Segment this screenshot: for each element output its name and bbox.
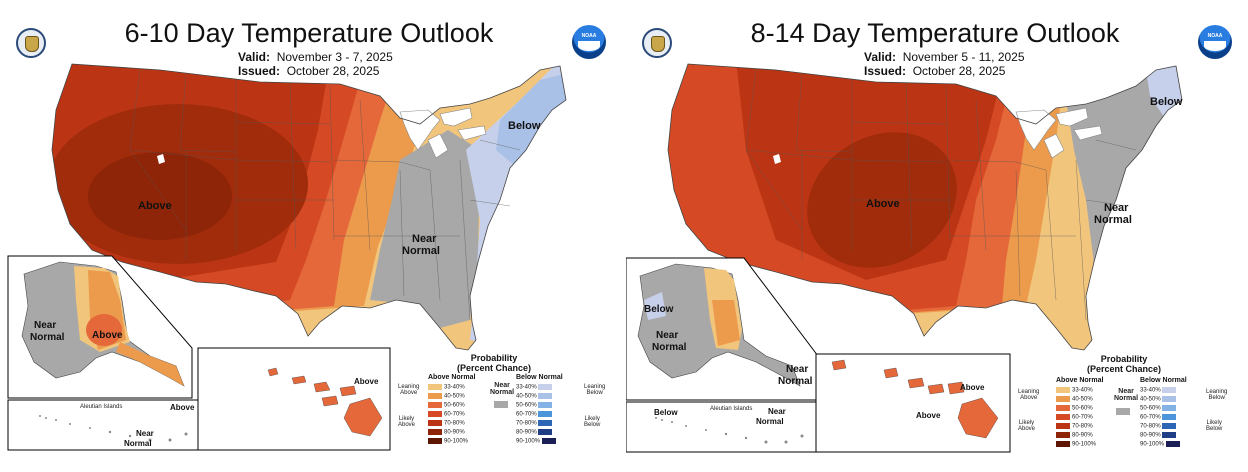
legend-below-scale: 33-40% 40-50% 50-60% 60-70% 70-80% 80-90… xyxy=(516,384,558,447)
legend-above-header: Above Normal xyxy=(1056,377,1104,384)
page-title: 6-10 Day Temperature Outlook xyxy=(124,18,494,48)
aleutian-below-label: Below xyxy=(654,408,678,417)
outlook-panel-8-14: NOAA 8-14 Day Temperature Outlook Valid:… xyxy=(626,0,1244,472)
hawaii-above-label: Above xyxy=(354,377,379,386)
legend-likely-below: Likely Below xyxy=(584,416,601,428)
alaska-near-label-b1: Near xyxy=(786,364,809,375)
valid-dates: Valid: November 3 - 7, 2025 xyxy=(238,50,393,64)
legend-likely-below: Likely Below xyxy=(1206,420,1223,432)
conus-above-label: Above xyxy=(866,198,900,210)
aleutian-near-label-2: Normal xyxy=(124,439,152,448)
noaa-logo-icon: NOAA xyxy=(572,25,606,59)
page-title: 8-14 Day Temperature Outlook xyxy=(750,18,1120,48)
alaska-below-label: Below xyxy=(644,304,674,315)
legend-above-scale: 33-40% 40-50% 50-60% 60-70% 70-80% 80-90… xyxy=(1056,387,1096,450)
hawaii-above-label-1: Above xyxy=(960,383,985,392)
legend-leaning-below: Leaning Below xyxy=(1206,389,1228,401)
conus-map xyxy=(7,63,567,451)
noaa-logo-icon: NOAA xyxy=(1198,25,1232,59)
legend-below-header: Below Normal xyxy=(516,374,563,381)
legend-leaning-below: Leaning Below xyxy=(584,384,606,396)
legend-near-normal-swatch xyxy=(494,401,508,408)
outlook-panel-6-10: NOAA 6-10 Day Temperature Outlook Valid:… xyxy=(0,0,618,472)
issued-date: Issued: October 28, 2025 xyxy=(864,64,1006,78)
conus-near-label-2: Normal xyxy=(1094,214,1132,226)
legend-leaning-above: Leaning Above xyxy=(398,384,420,396)
conus-map xyxy=(626,63,1183,453)
hawaii-above-label-2: Above xyxy=(916,411,941,420)
alaska-near-label-2: Normal xyxy=(652,342,687,353)
doc-seal-icon xyxy=(16,28,46,58)
aleutian-title: Aleutian Islands xyxy=(710,406,753,412)
conus-near-label-1: Near xyxy=(412,233,437,245)
legend-near-normal-swatch xyxy=(1116,408,1130,415)
legend-likely-above: Likely Above xyxy=(398,416,416,428)
legend-title: Probability (Percent Chance) xyxy=(1086,354,1162,374)
conus-below-label: Below xyxy=(1150,96,1183,108)
conus-near-label-1: Near xyxy=(1104,202,1129,214)
legend-near-normal: Near Normal xyxy=(1114,388,1139,402)
alaska-near-label-1: Near xyxy=(656,330,679,341)
alaska-near-label-b2: Normal xyxy=(778,376,813,387)
legend-title: Probability (Percent Chance) xyxy=(456,353,532,373)
aleutian-title: Aleutian Islands xyxy=(80,404,123,410)
aleutian-above-label: Above xyxy=(170,403,195,412)
legend-above-header: Above Normal xyxy=(428,374,476,381)
aleutian-near-label-1: Near xyxy=(136,429,154,438)
doc-seal-icon xyxy=(642,28,672,58)
conus-below-label: Below xyxy=(508,120,541,132)
valid-dates: Valid: November 5 - 11, 2025 xyxy=(864,50,1025,64)
legend-near-normal: Near Normal xyxy=(490,382,515,396)
legend-below-header: Below Normal xyxy=(1140,377,1187,384)
legend-likely-above: Likely Above xyxy=(1018,420,1036,432)
conus-above-label: Above xyxy=(138,200,172,212)
legend-above-scale: 33-40% 40-50% 50-60% 60-70% 70-80% 80-90… xyxy=(428,384,468,447)
alaska-near-label-1: Near xyxy=(34,320,57,331)
aleutian-near-label-2: Normal xyxy=(756,417,784,426)
aleutian-near-label-1: Near xyxy=(768,407,786,416)
conus-near-label-2: Normal xyxy=(402,245,440,257)
legend-below-scale: 33-40% 40-50% 50-60% 60-70% 70-80% 80-90… xyxy=(1140,387,1182,450)
alaska-near-label-2: Normal xyxy=(30,332,65,343)
issued-date: Issued: October 28, 2025 xyxy=(238,64,380,78)
legend-leaning-above: Leaning Above xyxy=(1018,389,1040,401)
alaska-above-label: Above xyxy=(92,330,123,341)
